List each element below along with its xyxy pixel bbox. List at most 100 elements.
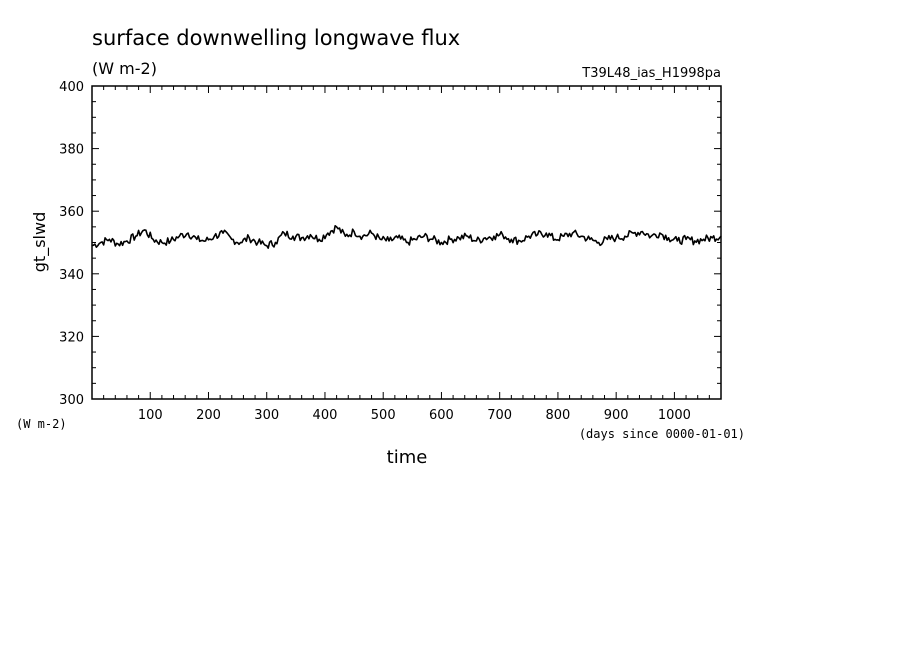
x-axis-unit: (days since 0000-01-01) (579, 427, 745, 441)
series-point (501, 234, 504, 236)
x-tick-label: 700 (487, 408, 512, 423)
series-point (292, 235, 294, 237)
series-point (702, 238, 705, 240)
series-point (545, 232, 547, 234)
series-point (108, 238, 111, 240)
series-point (170, 240, 172, 242)
x-tick-label: 200 (196, 408, 221, 423)
y-tick-label: 380 (59, 143, 84, 158)
x-tick-label: 900 (604, 408, 629, 423)
series-point (239, 241, 242, 244)
series-point (449, 238, 451, 240)
series-point (571, 232, 574, 234)
series-point (598, 241, 600, 244)
y-axis-unit: (W m-2) (16, 417, 67, 431)
series-group (91, 225, 722, 249)
y-tick-label: 340 (59, 268, 84, 283)
series-point (318, 238, 320, 240)
x-axis-label: time (387, 447, 428, 468)
plot-frame (91, 85, 722, 400)
series-point (353, 230, 355, 233)
series-point (248, 237, 250, 239)
x-tick-label: 500 (371, 408, 396, 423)
series-point (117, 243, 119, 245)
y-tick-label: 400 (59, 80, 84, 95)
x-tick-label: 1000 (658, 408, 691, 423)
series-point (467, 235, 469, 237)
series-point (458, 237, 460, 239)
x-tick-label: 800 (546, 408, 571, 423)
series-point (685, 238, 687, 240)
series-point (222, 232, 224, 234)
series-point (344, 235, 346, 237)
series-point (143, 229, 146, 231)
x-tick-label: 600 (429, 408, 454, 423)
series-point (493, 235, 495, 237)
series-point (711, 237, 713, 239)
series-point (589, 238, 591, 240)
series-point (388, 240, 390, 242)
series-point (204, 240, 207, 242)
y-tick-label: 300 (59, 393, 84, 408)
series-point (152, 238, 154, 240)
y-tick-label: 360 (59, 205, 84, 220)
series-point (161, 241, 163, 244)
series-point (266, 245, 268, 247)
series-point (484, 237, 486, 239)
series-point (676, 240, 678, 242)
series-point (91, 245, 93, 247)
series-point (309, 234, 312, 236)
series-point (213, 235, 215, 237)
series-point (379, 238, 381, 240)
series-point (633, 232, 635, 234)
series-point (580, 235, 582, 237)
series-point (694, 240, 696, 242)
series-point (135, 235, 137, 237)
run-label: T39L48_ias_H1998pa (581, 66, 721, 81)
series-point (362, 235, 364, 237)
series-point (510, 238, 512, 240)
series-point (475, 240, 477, 242)
y-axis-label: gt_slwd (30, 212, 50, 272)
series-point (187, 232, 189, 234)
series-point (641, 230, 643, 233)
series-point (336, 226, 338, 228)
series-point (519, 240, 521, 242)
series-point (405, 241, 408, 244)
y-tick-labels: 300 320 340 360 380 400 (59, 80, 84, 408)
series-point (414, 238, 416, 240)
series-point (231, 238, 233, 240)
series-point (667, 237, 670, 239)
series-line (91, 225, 722, 249)
series-point (615, 237, 617, 239)
series-point (196, 238, 198, 240)
series-point (432, 238, 434, 240)
series-point (301, 237, 303, 239)
series-point (370, 232, 373, 234)
series-point (423, 235, 425, 237)
series-point (554, 238, 556, 240)
series-point (100, 241, 102, 244)
series-point (563, 235, 565, 237)
series-point (720, 235, 722, 237)
series-point (178, 235, 180, 237)
series-point (624, 235, 626, 237)
y-tick-label: 320 (59, 330, 84, 345)
series-point (283, 232, 285, 234)
chart-title: surface downwelling longwave flux (92, 26, 460, 50)
series-point (650, 235, 652, 237)
series-point (397, 237, 399, 239)
series-point (536, 234, 539, 236)
x-tick-labels: 100 200 300 400 500 600 700 800 900 1000 (138, 408, 691, 423)
x-tick-label: 300 (254, 408, 279, 423)
x-tick-label: 100 (138, 408, 163, 423)
series-point (327, 232, 329, 234)
series-point (126, 240, 128, 242)
series-point (659, 232, 661, 234)
series-point (274, 241, 277, 244)
x-tick-label: 400 (313, 408, 338, 423)
series-point (606, 238, 609, 240)
series-point (440, 241, 443, 244)
series-point (528, 235, 530, 237)
